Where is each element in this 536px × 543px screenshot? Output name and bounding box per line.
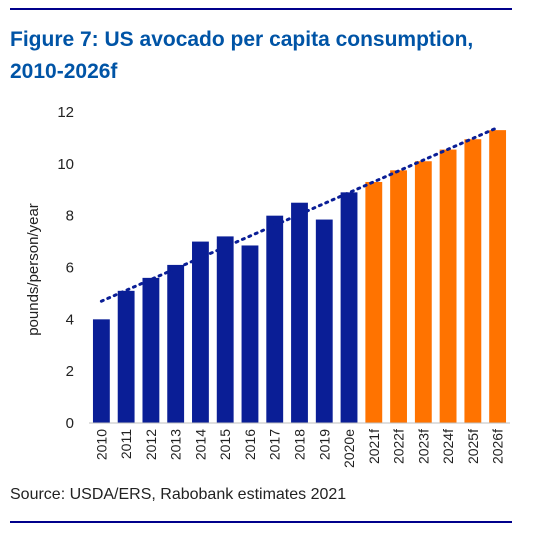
x-tick-label: 2011 [118,429,134,459]
x-tick-label: 2016 [242,429,258,460]
x-tick-label: 2025f [465,429,481,464]
x-tick-label: 2022f [391,429,407,464]
bar [414,161,432,423]
bar [315,219,333,423]
x-tick-label: 2020e [341,429,357,468]
x-tick-label: 2014 [192,429,208,460]
y-tick-label: 8 [66,208,74,225]
bar-chart: 0 2 4 6 8 10 12 pounds/person/year 2010 2011 2012 2… [25,104,510,468]
top-rule [10,8,512,10]
bar [390,170,407,423]
x-tick-label: 2026f [490,429,506,464]
y-axis-label: pounds/person/year [25,203,42,336]
y-tick-label: 12 [57,104,74,121]
source-note: Source: USDA/ERS, Rabobank estimates 202… [10,486,347,503]
bar [266,215,284,423]
trendline [99,126,500,303]
x-tick-label: 2013 [168,429,184,460]
bar [464,139,482,423]
bar [489,130,507,423]
bar [216,236,234,423]
y-tick-label: 4 [66,311,74,328]
bar [117,290,135,423]
bar [142,277,160,423]
bar [291,202,308,423]
x-tick-label: 2017 [267,429,283,460]
y-tick-label: 0 [66,415,74,432]
bar [439,149,457,423]
bar [192,241,209,423]
bar [92,319,110,423]
x-tick-label: 2019 [316,429,332,460]
y-tick-label: 10 [57,156,74,173]
x-tick-label: 2018 [292,429,308,460]
x-tick-label: 2024f [440,429,456,464]
x-tick-label: 2021f [366,429,382,464]
x-tick-label: 2023f [415,429,431,464]
title-line-1: Figure 7: US avocado per capita consumpt… [10,28,474,51]
bar [167,264,185,423]
title-line-2: 2010-2026f [10,60,118,83]
y-tick-label: 6 [66,260,74,277]
bottom-rule [10,521,512,523]
bar [241,245,259,423]
x-tick-label: 2010 [93,429,109,460]
bar [365,181,383,423]
y-tick-label: 2 [66,363,74,380]
figure-title: Figure 7: US avocado per capita consumpt… [10,24,510,88]
bar [340,192,358,423]
x-tick-label: 2015 [217,429,233,460]
x-tick-label: 2012 [143,429,159,460]
